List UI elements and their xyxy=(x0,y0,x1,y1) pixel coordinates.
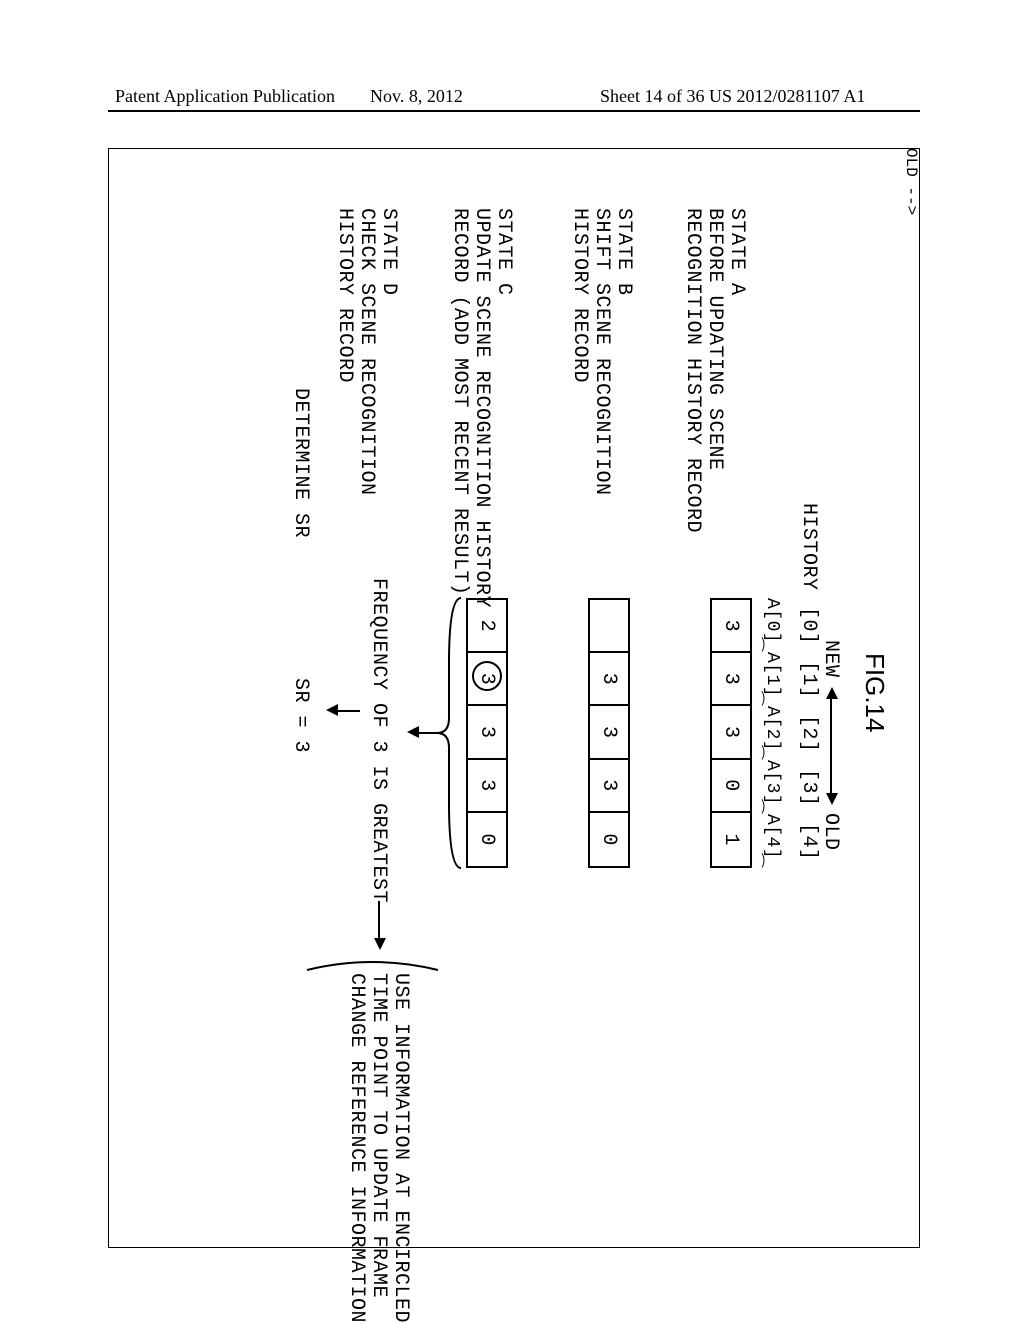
note-line1: USE INFORMATION AT ENCIRCLED xyxy=(389,973,412,1323)
cell-b-4: 0 xyxy=(590,813,628,866)
cell-a-0: 3 xyxy=(712,600,750,653)
idx-4: [4] xyxy=(797,823,820,861)
arr-2: A[2] xyxy=(762,706,782,751)
brace-down-arrow-icon xyxy=(407,726,419,738)
header-left: Patent Application Publication xyxy=(115,86,335,107)
state-c-desc1: UPDATE SCENE RECOGNITION HISTORY xyxy=(470,208,493,608)
state-b-desc2: HISTORY RECORD xyxy=(568,208,591,383)
cell-c-0: 2 xyxy=(468,600,506,653)
state-b-table: 3 3 3 0 xyxy=(588,598,630,868)
note-arrow-icon xyxy=(374,938,386,950)
note-arrow-line xyxy=(378,901,380,941)
figure-label: FIG.14 xyxy=(859,653,890,732)
sr-down-line xyxy=(336,710,360,712)
arr-4: A[4] xyxy=(762,814,782,859)
history-label: HISTORY xyxy=(797,503,820,591)
idx-3: [3] xyxy=(797,769,820,807)
arr-1: A[1] xyxy=(762,652,782,697)
state-c-table: 2 3 3 3 0 xyxy=(466,598,508,868)
cell-a-4: 1 xyxy=(712,813,750,866)
cell-b-0 xyxy=(590,600,628,653)
note-line2: TIME POINT TO UPDATE FRAME xyxy=(367,973,390,1298)
old-label: OLD xyxy=(819,813,842,851)
freq-text: FREQUENCY OF 3 IS GREATEST xyxy=(367,578,390,903)
header-date: Nov. 8, 2012 xyxy=(370,86,463,107)
right-paren-top-icon xyxy=(305,950,440,975)
brace-down-line xyxy=(417,732,437,734)
cell-a-1: 3 xyxy=(712,653,750,706)
cell-b-1: 3 xyxy=(590,653,628,706)
state-a-title: STATE A xyxy=(725,208,748,296)
cell-c-3: 3 xyxy=(468,760,506,813)
new-label: NEW xyxy=(819,640,842,678)
state-a-desc1: BEFORE UPDATING SCENE xyxy=(703,208,726,471)
header-rule xyxy=(108,110,920,112)
state-d-title: STATE D xyxy=(377,208,400,296)
cell-b-2: 3 xyxy=(590,706,628,759)
encircled-cell xyxy=(472,661,502,691)
idx-1: [1] xyxy=(797,661,820,699)
new-old-line xyxy=(830,696,832,796)
sr-result: SR = 3 xyxy=(289,678,312,753)
state-d-desc1: CHECK SCENE RECOGNITION xyxy=(355,208,378,496)
cell-b-3: 3 xyxy=(590,760,628,813)
state-a-table: 3 3 3 0 1 xyxy=(710,598,752,868)
header-right: Sheet 14 of 36 US 2012/0281107 A1 xyxy=(600,86,865,107)
cell-c-4: 0 xyxy=(468,813,506,866)
determine-sr: DETERMINE SR xyxy=(289,388,312,538)
underbrace-icon xyxy=(434,593,464,873)
arr-0: A[0] xyxy=(762,598,782,643)
arrow-left-icon xyxy=(826,687,838,699)
state-c-title: STATE C xyxy=(492,208,515,296)
arrow-right-icon xyxy=(826,793,838,805)
idx-0: [0] xyxy=(797,607,820,645)
state-c-desc2: RECORD (ADD MOST RECENT RESULT) xyxy=(448,208,471,596)
cell-c-2: 3 xyxy=(468,706,506,759)
state-b-desc1: SHIFT SCENE RECOGNITION xyxy=(590,208,613,496)
state-d-desc2: HISTORY RECORD xyxy=(333,208,356,383)
idx-2: [2] xyxy=(797,715,820,753)
note-line3: CHANGE REFERENCE INFORMATION xyxy=(345,973,368,1323)
state-a-desc2: RECOGNITION HISTORY RECORD xyxy=(681,208,704,533)
state-b-title: STATE B xyxy=(612,208,635,296)
cell-a-3: 0 xyxy=(712,760,750,813)
arr-3: A[3] xyxy=(762,760,782,805)
figure-content: FIG.14 OLD --> HISTORY NEW OLD [0] [1] [… xyxy=(108,148,920,1248)
sr-down-arrow-icon xyxy=(326,704,338,716)
cell-a-2: 3 xyxy=(712,706,750,759)
